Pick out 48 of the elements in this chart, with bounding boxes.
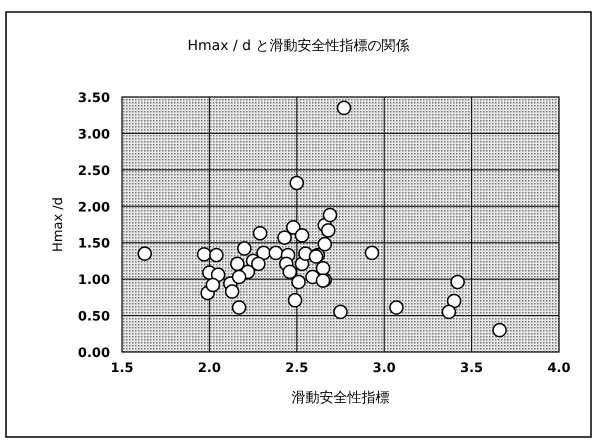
point — [268, 246, 284, 260]
x-tick-label: 2.0 — [198, 361, 221, 376]
x-tick-label: 2.5 — [285, 361, 308, 376]
y-tick-label: 2.00 — [78, 200, 110, 216]
x-tick-label: 3.5 — [460, 361, 484, 376]
point — [230, 256, 245, 272]
point — [252, 226, 268, 240]
point — [251, 256, 266, 272]
point — [333, 304, 348, 320]
point — [446, 294, 462, 308]
point — [288, 293, 302, 308]
point — [277, 230, 292, 245]
y-tick-label: 1.00 — [78, 273, 110, 288]
y-tick-label: 1.50 — [78, 236, 110, 252]
point — [492, 322, 507, 338]
point — [336, 100, 352, 116]
point — [442, 304, 456, 320]
y-tick-label: 3.50 — [78, 91, 110, 106]
y-tick-label: 3.00 — [78, 127, 110, 142]
x-tick-label: 3.0 — [372, 361, 396, 376]
point — [450, 274, 465, 290]
point — [209, 248, 224, 262]
point — [294, 228, 310, 243]
point — [196, 247, 212, 262]
y-axis-title: Hmax /d — [51, 197, 66, 252]
point — [316, 260, 330, 276]
point — [290, 176, 304, 190]
chart-title: Hmax / d と滑動安全性指標の関係 — [188, 38, 410, 54]
point — [224, 284, 240, 299]
point — [137, 246, 152, 261]
x-tick-label: 4.0 — [547, 361, 571, 376]
point — [291, 274, 306, 290]
point — [321, 223, 336, 238]
x-axis-title: 滑動安全性指標 — [292, 390, 390, 406]
point — [282, 264, 298, 280]
y-tick-label: 0.50 — [78, 310, 110, 325]
point — [389, 300, 404, 315]
x-tick-label: 1.5 — [110, 361, 134, 376]
point — [322, 208, 338, 222]
point — [237, 241, 252, 256]
y-tick-label: 0.00 — [78, 346, 110, 361]
point — [318, 236, 332, 252]
point — [232, 300, 246, 315]
point — [286, 220, 301, 235]
point — [206, 278, 220, 292]
y-tick-label: 2.50 — [78, 164, 110, 179]
point — [232, 270, 246, 284]
point — [364, 246, 380, 260]
